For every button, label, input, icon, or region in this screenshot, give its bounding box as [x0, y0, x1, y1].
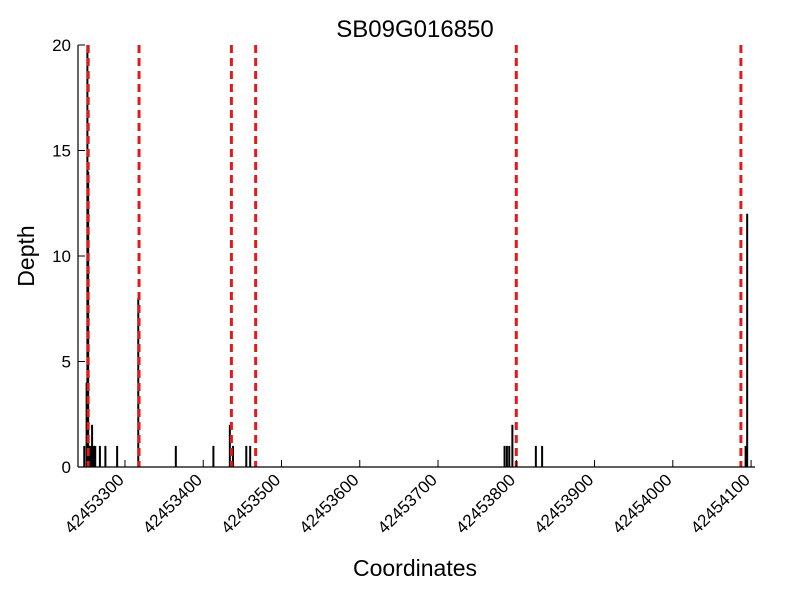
- x-tick-label: 42453500: [217, 470, 284, 537]
- x-tick-label: 42453300: [61, 470, 128, 537]
- x-tick-label: 42453600: [296, 470, 363, 537]
- x-tick-label: 42453700: [374, 470, 441, 537]
- plot-marks: [83, 45, 749, 467]
- x-axis-title: Coordinates: [353, 555, 477, 581]
- y-tick-label: 5: [62, 353, 71, 372]
- y-tick-label: 0: [62, 458, 71, 477]
- x-tick-label: 42454000: [609, 470, 676, 537]
- y-tick-label: 15: [52, 142, 71, 161]
- x-tick-label: 42453900: [530, 470, 597, 537]
- axes: 0 5 10 15 20 42453300 42453400 42453500 42453600…: [52, 36, 755, 537]
- x-tick-label: 42453400: [139, 470, 206, 537]
- x-tick-label: 42454100: [687, 470, 754, 537]
- y-tick-label: 10: [52, 247, 71, 266]
- y-tick-label: 20: [52, 36, 71, 55]
- y-axis-title: Depth: [13, 225, 39, 286]
- x-tick-label: 42453800: [452, 470, 519, 537]
- chart-title: SB09G016850: [336, 16, 493, 43]
